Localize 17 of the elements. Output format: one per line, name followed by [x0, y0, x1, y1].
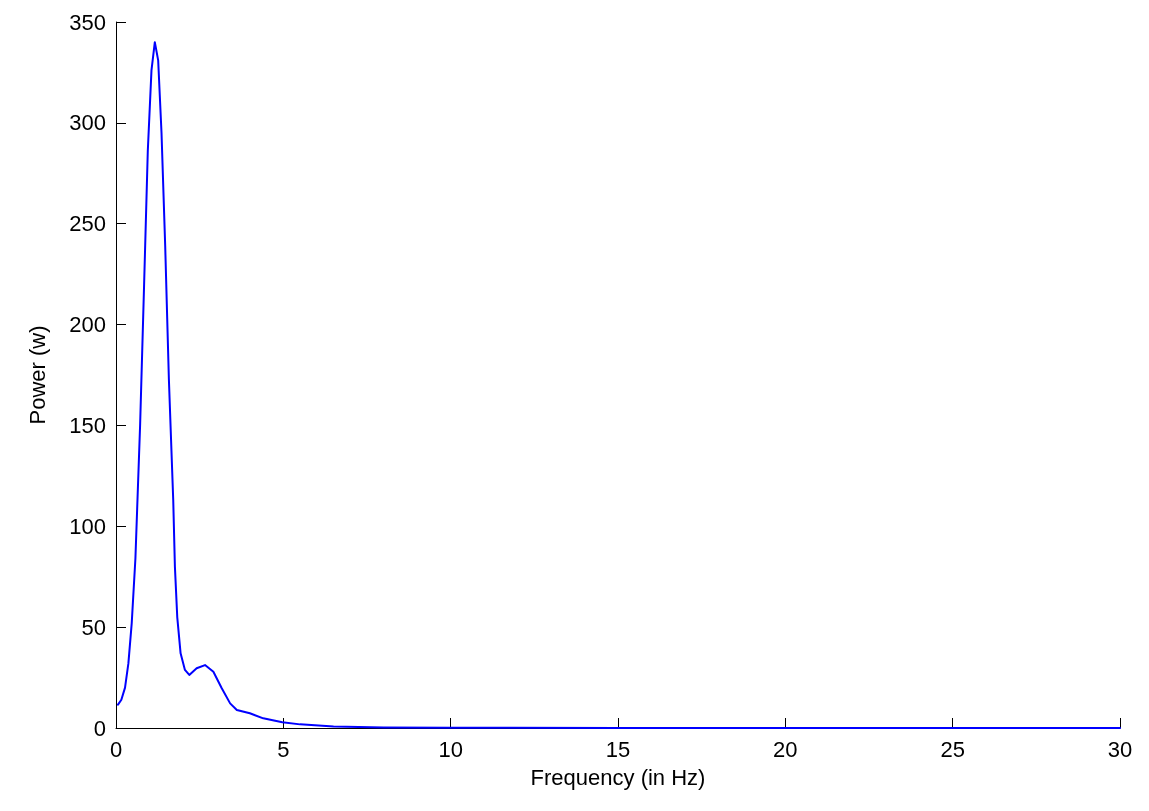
x-axis-title: Frequency (in Hz)	[530, 764, 706, 790]
y-tick-label: 100	[69, 513, 106, 539]
x-tick-label: 10	[438, 736, 463, 762]
y-tick-label: 150	[69, 412, 106, 438]
x-tick-label: 0	[109, 736, 123, 762]
y-tick-label: 0	[93, 715, 106, 741]
x-tick-label: 5	[277, 736, 290, 762]
x-tick-label: 20	[773, 736, 798, 762]
y-tick-label: 300	[69, 110, 106, 136]
y-axis-title: Power (w)	[24, 325, 50, 425]
y-tick-label: 250	[69, 211, 106, 237]
y-tick-label: 200	[69, 312, 106, 338]
x-tick-label: 15	[605, 736, 631, 762]
x-tick-label: 30	[1107, 736, 1133, 762]
y-tick-label: 50	[81, 614, 106, 640]
x-tick-label: 25	[940, 736, 965, 762]
y-tick-label: 350	[69, 9, 106, 35]
